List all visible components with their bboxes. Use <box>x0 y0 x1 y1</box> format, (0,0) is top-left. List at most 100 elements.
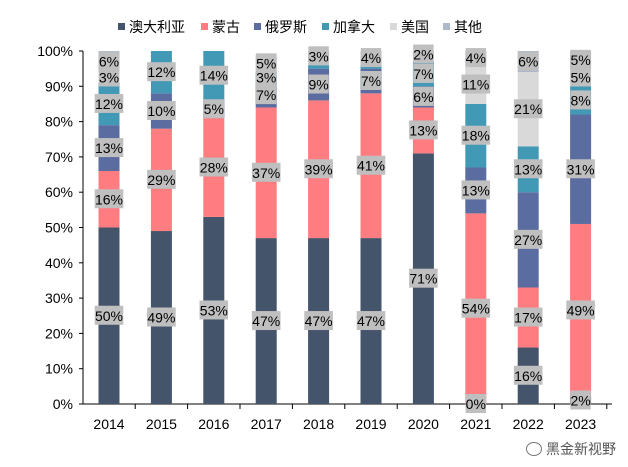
y-tick-label: 0% <box>53 396 73 412</box>
data-label: 53% <box>200 302 228 318</box>
data-label: 27% <box>514 232 542 248</box>
x-tick-label: 2023 <box>565 416 596 432</box>
y-tick-label: 20% <box>45 325 73 341</box>
data-label-box <box>566 300 595 320</box>
data-label-box <box>94 93 124 113</box>
data-label-box <box>98 67 120 87</box>
legend-swatch <box>201 23 208 30</box>
data-label: 49% <box>147 310 175 326</box>
data-label: 12% <box>95 96 123 112</box>
data-label-box <box>356 155 386 175</box>
data-label-box <box>570 390 591 410</box>
data-label-box <box>513 99 543 119</box>
y-tick-label: 50% <box>45 220 73 236</box>
y-tick-label: 100% <box>37 43 73 59</box>
data-label: 47% <box>252 313 280 329</box>
x-tick-label: 2021 <box>460 416 491 432</box>
y-tick-label: 60% <box>45 184 73 200</box>
data-label-box <box>304 159 333 179</box>
data-label-box <box>409 120 438 140</box>
data-label: 7% <box>413 66 433 82</box>
data-label-box <box>256 85 277 105</box>
data-label: 3% <box>308 48 328 64</box>
legend-label: 加拿大 <box>333 19 375 36</box>
data-label: 10% <box>147 103 175 119</box>
data-label: 13% <box>409 122 437 138</box>
data-label: 16% <box>95 191 123 207</box>
legend-swatch <box>254 23 261 30</box>
data-label: 3% <box>256 69 276 85</box>
data-label: 5% <box>570 69 590 85</box>
data-label-box <box>199 65 229 85</box>
legend-label: 蒙古 <box>212 20 240 36</box>
data-label: 8% <box>570 92 590 108</box>
data-label-box <box>356 311 386 331</box>
data-label-box <box>308 74 329 94</box>
data-label-box <box>566 159 595 179</box>
x-tick-label: 2020 <box>408 416 439 432</box>
data-label: 4% <box>361 50 381 66</box>
data-label-box <box>304 311 333 331</box>
data-label: 49% <box>567 302 595 318</box>
legend-label: 美国 <box>401 20 429 36</box>
data-label-box <box>199 157 229 177</box>
data-label: 16% <box>514 368 542 384</box>
data-label-box <box>251 162 281 182</box>
x-tick-label: 2015 <box>146 416 177 432</box>
data-label: 71% <box>409 271 437 287</box>
data-label-box <box>360 48 382 68</box>
legend-swatch <box>118 23 125 30</box>
y-tick-label: 40% <box>45 255 73 271</box>
data-label: 6% <box>99 54 119 70</box>
data-label: 13% <box>514 161 542 177</box>
data-label: 39% <box>305 161 333 177</box>
data-label-box <box>360 71 382 91</box>
data-label-box <box>147 62 176 82</box>
data-label-box <box>147 101 176 121</box>
data-label: 54% <box>462 301 490 317</box>
y-tick-label: 70% <box>45 149 73 165</box>
legend-swatch <box>443 23 450 30</box>
data-label: 9% <box>308 77 328 93</box>
data-label: 12% <box>147 64 175 80</box>
wechat-icon <box>526 442 542 456</box>
x-tick-label: 2016 <box>198 416 229 432</box>
data-label: 31% <box>567 161 595 177</box>
data-label-box <box>465 48 486 68</box>
data-label: 0% <box>466 396 486 412</box>
y-tick-label: 80% <box>45 114 73 130</box>
data-label: 5% <box>204 101 224 117</box>
data-label: 2% <box>570 392 590 408</box>
data-label-box <box>308 46 329 66</box>
y-tick-label: 30% <box>45 290 73 306</box>
data-label-box <box>513 365 543 385</box>
y-tick-label: 90% <box>45 78 73 94</box>
data-label: 50% <box>95 308 123 324</box>
data-label-box <box>94 189 124 209</box>
legend-label: 其他 <box>454 20 482 36</box>
data-label: 28% <box>200 159 228 175</box>
data-label-box <box>203 99 224 119</box>
data-label-box <box>465 394 486 413</box>
data-label: 6% <box>413 89 433 105</box>
data-label-box <box>570 67 591 87</box>
data-label-box <box>413 44 434 64</box>
data-label: 37% <box>252 165 280 181</box>
data-label-box <box>409 268 438 288</box>
data-label-box <box>251 311 281 331</box>
legend-label: 俄罗斯 <box>265 20 307 36</box>
data-label: 47% <box>357 313 385 329</box>
data-label-box <box>461 180 491 200</box>
data-label-box <box>199 300 229 320</box>
data-label-box <box>513 307 543 327</box>
data-label: 18% <box>462 128 490 144</box>
data-label: 21% <box>514 101 542 117</box>
y-tick-label: 10% <box>45 361 73 377</box>
data-label-box <box>513 159 543 179</box>
data-label-box <box>513 229 543 249</box>
data-label: 17% <box>514 310 542 326</box>
data-label-box <box>98 51 120 71</box>
data-label-box <box>518 51 539 71</box>
x-tick-label: 2022 <box>513 416 544 432</box>
data-label: 14% <box>200 68 228 84</box>
